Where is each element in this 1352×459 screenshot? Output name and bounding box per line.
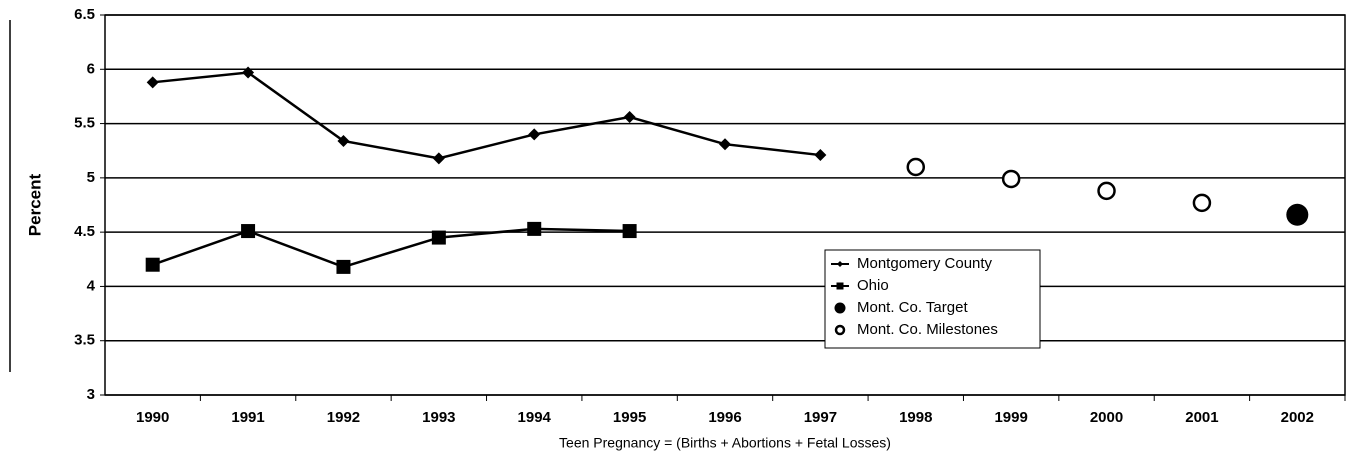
marker bbox=[814, 149, 827, 162]
y-tick-label: 4 bbox=[87, 277, 96, 294]
y-tick-label: 3.5 bbox=[74, 332, 95, 349]
y-tick-label: 6 bbox=[87, 60, 95, 77]
x-tick-label: 1994 bbox=[518, 409, 552, 426]
x-tick-label: 2002 bbox=[1281, 409, 1314, 426]
marker bbox=[623, 111, 636, 124]
marker bbox=[432, 152, 445, 165]
marker bbox=[431, 230, 446, 245]
series-line bbox=[152, 227, 630, 269]
marker bbox=[1001, 169, 1021, 189]
marker bbox=[528, 128, 541, 141]
y-tick-label: 3 bbox=[87, 386, 95, 403]
plot-frame bbox=[104, 14, 1346, 396]
x-tick-label: 1995 bbox=[613, 409, 646, 426]
x-tick-label: 2001 bbox=[1185, 409, 1218, 426]
legend-label: Ohio bbox=[857, 277, 889, 294]
x-tick-label: 1997 bbox=[804, 409, 837, 426]
marker bbox=[834, 302, 846, 314]
x-tick-label: 1998 bbox=[899, 409, 932, 426]
x-tick-label: 1990 bbox=[136, 409, 169, 426]
x-tick-label: 1992 bbox=[327, 409, 360, 426]
y-axis-label: Percent bbox=[25, 173, 44, 236]
marker bbox=[622, 224, 637, 239]
series-line bbox=[152, 71, 821, 160]
y-tick-label: 4.5 bbox=[74, 223, 95, 240]
x-tick-label: 1991 bbox=[231, 409, 264, 426]
legend-label: Montgomery County bbox=[857, 255, 993, 272]
marker bbox=[1097, 181, 1116, 201]
marker bbox=[336, 259, 351, 274]
marker bbox=[906, 157, 926, 177]
legend-label: Mont. Co. Milestones bbox=[857, 321, 998, 338]
marker bbox=[719, 138, 731, 151]
x-tick-label: 2000 bbox=[1090, 409, 1123, 426]
y-tick-label: 5 bbox=[87, 169, 95, 186]
marker bbox=[1286, 203, 1309, 226]
y-tick-label: 6.5 bbox=[74, 6, 95, 23]
legend-box bbox=[824, 249, 1041, 349]
marker bbox=[834, 324, 846, 336]
x-axis-label: Teen Pregnancy = (Births + Abortions + F… bbox=[559, 435, 891, 451]
marker bbox=[146, 76, 159, 89]
marker bbox=[242, 66, 255, 79]
marker bbox=[145, 257, 160, 272]
marker bbox=[837, 261, 843, 267]
x-tick-label: 1996 bbox=[708, 409, 741, 426]
marker bbox=[241, 224, 256, 239]
x-tick-label: 1999 bbox=[994, 409, 1027, 426]
marker bbox=[1192, 193, 1212, 213]
marker bbox=[527, 221, 542, 236]
marker bbox=[337, 134, 350, 147]
y-tick-label: 5.5 bbox=[74, 115, 95, 132]
marker bbox=[836, 282, 844, 290]
x-tick-label: 1993 bbox=[422, 409, 455, 426]
legend-label: Mont. Co. Target bbox=[857, 299, 968, 316]
